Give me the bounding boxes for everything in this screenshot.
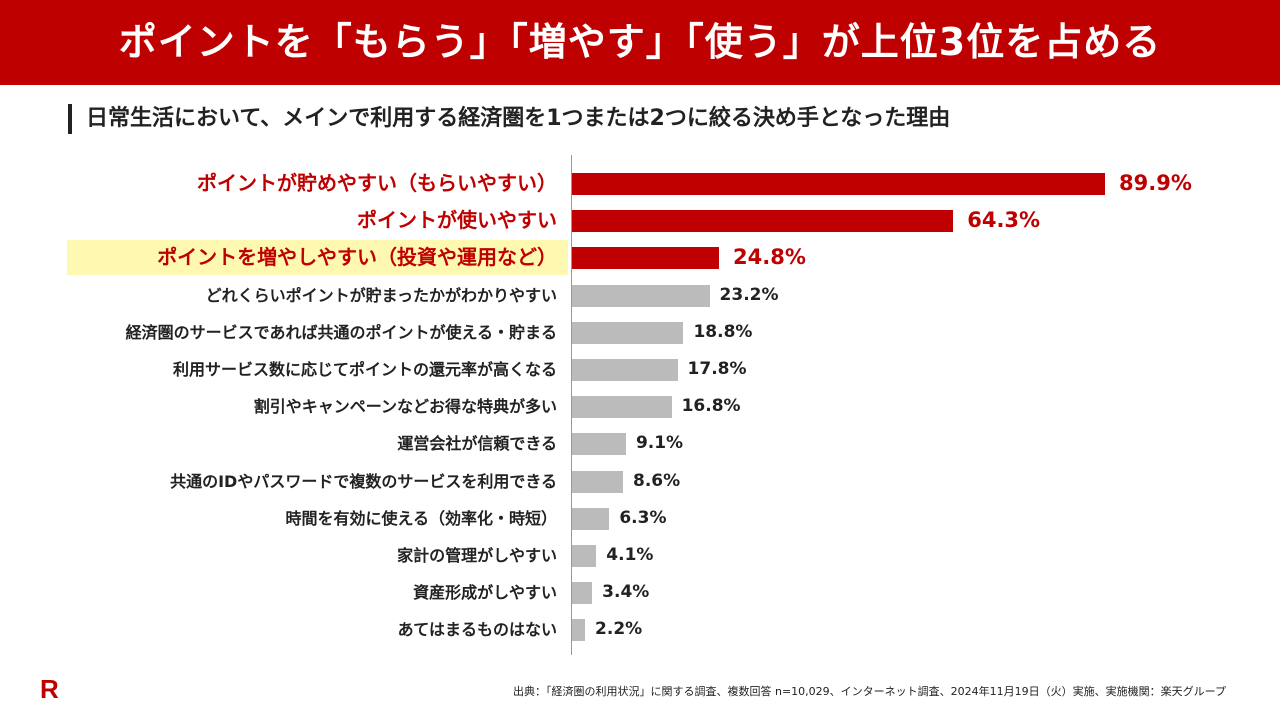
- category-label: 利用サービス数に応じてポイントの還元率が高くなる: [172, 360, 557, 379]
- rakuten-logo: R: [40, 674, 59, 704]
- category-label: 運営会社が信頼できる: [397, 434, 557, 454]
- category-label: 割引やキャンペーンなどお得な特典が多い: [253, 397, 557, 417]
- category-label: 経済圏のサービスであれば共通のポイントが使える・貯まる: [125, 322, 557, 342]
- bar-row: 共通のIDやパスワードで複数のサービスを利用できる 8.6%: [0, 463, 1280, 500]
- bar: [572, 247, 720, 270]
- bar: [572, 359, 678, 381]
- bar-row: 時間を有効に使える（効率化・時短） 6.3%: [0, 500, 1280, 537]
- value-label: 24.8%: [733, 245, 806, 270]
- bar-row: ポイントが使いやすい 64.3%: [0, 202, 1280, 239]
- bar-row: 資産形成がしやすい 3.4%: [0, 574, 1280, 611]
- bar: [572, 433, 626, 456]
- bar-row: 運営会社が信頼できる 9.1%: [0, 425, 1280, 462]
- bar-row: ポイントを増やしやすい（投資や運用など） 24.8%: [0, 239, 1280, 276]
- source-note: 出典：「経済圏の利用状況」に関する調査、複数回答 n=10,029、インターネッ…: [513, 685, 1226, 698]
- bar-row: ポイントが貯めやすい（もらいやすい） 89.9%: [0, 165, 1280, 202]
- bar-row: 利用サービス数に応じてポイントの還元率が高くなる 17.8%: [0, 351, 1280, 388]
- bar-row: 経済圏のサービスであれば共通のポイントが使える・貯まる 18.8%: [0, 314, 1280, 351]
- value-label: 64.3%: [967, 208, 1041, 233]
- bar: [572, 507, 610, 530]
- value-label: 89.9%: [1119, 171, 1192, 195]
- category-label: ポイントが貯めやすい（もらいやすい）: [197, 171, 557, 195]
- bar: [572, 173, 1105, 195]
- bar: [572, 545, 597, 567]
- bar-row: 家計の管理がしやすい 4.1%: [0, 537, 1280, 574]
- bar-row: あてはまるものはない 2.2%: [0, 611, 1280, 648]
- page-title: ポイントを「もらう」「増やす」「使う」が上位3位を占める: [0, 0, 1280, 85]
- category-label: あてはまるものはない: [397, 620, 557, 640]
- value-label: 18.8%: [693, 321, 753, 342]
- value-label: 23.2%: [719, 284, 779, 305]
- value-label: 4.1%: [606, 545, 654, 565]
- category-label: ポイントを増やしやすい（投資や運用など）: [157, 245, 557, 270]
- category-label: 家計の管理がしやすい: [397, 546, 557, 565]
- bar: [572, 321, 684, 344]
- value-label: 16.8%: [681, 396, 741, 417]
- bar: [572, 582, 593, 605]
- value-label: 2.2%: [595, 619, 643, 640]
- value-label: 6.3%: [619, 507, 667, 528]
- value-label: 17.8%: [687, 359, 747, 379]
- category-label: 共通のIDやパスワードで複数のサービスを利用できる: [170, 471, 557, 491]
- category-label: どれくらいポイントが貯まったかがわかりやすい: [205, 285, 557, 305]
- highlight-background: [67, 240, 568, 276]
- chart-axis: [571, 155, 572, 655]
- bar: [572, 619, 586, 642]
- bar-row: どれくらいポイントが貯まったかがわかりやすい 23.2%: [0, 277, 1280, 314]
- bar: [572, 396, 672, 419]
- bar-row: 割引やキャンペーンなどお得な特典が多い 16.8%: [0, 388, 1280, 425]
- category-label: ポイントが使いやすい: [357, 208, 557, 233]
- bar: [572, 210, 954, 233]
- bar: [572, 470, 623, 493]
- value-label: 8.6%: [632, 470, 681, 491]
- category-label: 時間を有効に使える（効率化・時短）: [285, 508, 557, 528]
- value-label: 9.1%: [635, 433, 684, 454]
- category-label: 資産形成がしやすい: [413, 583, 557, 603]
- value-label: 3.4%: [602, 582, 650, 603]
- chart-title: 日常生活において、メインで利用する経済圏を1つまたは2つに絞る決め手となった理由: [68, 104, 950, 134]
- bar: [572, 284, 710, 307]
